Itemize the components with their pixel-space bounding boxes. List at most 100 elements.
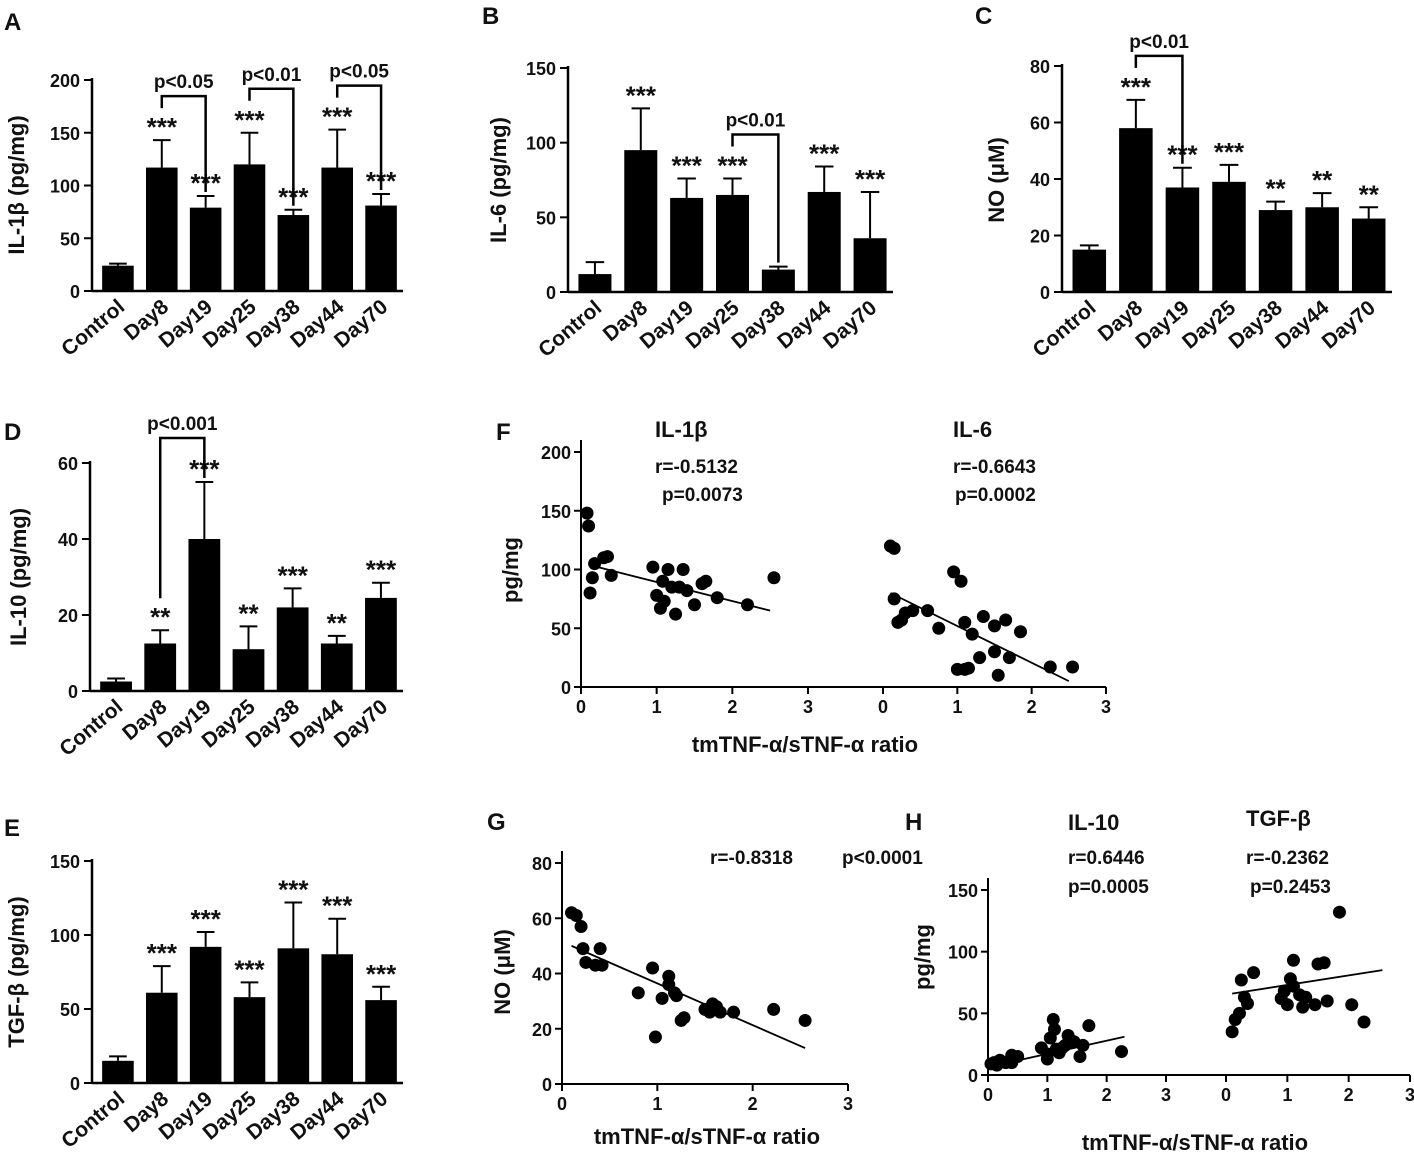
correlation-p: p=0.0005: [1068, 877, 1149, 898]
panel-f: F 0 50 100 150 200 pg/mg 0 1 2 3 IL-1β r=-0.5132 p=0.…: [496, 417, 1111, 757]
bar: [321, 167, 354, 291]
significance-label: **: [327, 608, 348, 638]
data-point: [646, 560, 660, 574]
significance-label: **: [238, 598, 259, 628]
significance-label: ***: [626, 80, 657, 110]
x-tick-label: Control: [55, 695, 127, 761]
y-tick-label: 200: [50, 71, 80, 91]
data-point: [661, 563, 675, 576]
significance-label: ***: [366, 555, 397, 585]
bar: [321, 954, 354, 1083]
data-point: [1280, 998, 1294, 1012]
correlation-p: p=0.2453: [1250, 877, 1331, 898]
data-point: [1115, 1045, 1128, 1059]
bar: [276, 607, 309, 691]
comparison-label: p<0.05: [154, 72, 214, 93]
data-point: [932, 621, 946, 635]
correlation-r: r=-0.8318: [710, 848, 793, 869]
comparison-bracket: [158, 436, 206, 599]
regression-line: [571, 945, 806, 1049]
data-point: [961, 661, 975, 675]
x-tick-label: 1: [652, 697, 662, 717]
x-tick-label: 0: [878, 697, 888, 717]
data-point: [680, 584, 694, 598]
significance-label: ***: [322, 891, 353, 921]
y-tick-label: 150: [948, 881, 978, 901]
y-tick-label: 100: [50, 926, 80, 946]
panel-label: G: [487, 809, 506, 836]
bar: [188, 539, 221, 691]
y-tick-label: 0: [968, 1066, 978, 1086]
correlation-r: r=-0.6643: [953, 457, 1036, 478]
data-point: [1320, 994, 1334, 1008]
data-point: [1046, 1013, 1060, 1026]
significance-label: ***: [1214, 137, 1245, 167]
data-point: [1234, 973, 1248, 987]
y-tick-label: 0: [1040, 283, 1050, 303]
data-point: [973, 651, 987, 665]
data-point: [1240, 996, 1254, 1010]
x-tick-label: 0: [576, 697, 586, 717]
y-axis-label: IL-10 (pg/mg): [6, 508, 31, 646]
series-name: IL-1β: [655, 417, 708, 442]
bar: [365, 597, 397, 691]
regression-line: [890, 592, 1070, 682]
y-tick-label: 20: [1030, 227, 1050, 247]
data-point: [1066, 660, 1080, 674]
data-point: [574, 920, 588, 934]
significance-label: ***: [190, 904, 221, 934]
data-point: [595, 958, 609, 972]
data-point: [576, 942, 590, 956]
data-point: [699, 574, 713, 588]
significance-label: ***: [234, 105, 265, 135]
significance-label: **: [1265, 174, 1286, 204]
data-point: [1286, 953, 1300, 967]
data-point: [585, 571, 599, 585]
data-point: [1073, 1050, 1087, 1063]
y-tick-label: 50: [60, 229, 80, 249]
panel-label: E: [4, 815, 20, 842]
panel-h: H 0 50 100 150 pg/mg 0 1 2 3 IL-10 r=0.6446 p=0.0005…: [905, 806, 1414, 1155]
data-point: [740, 598, 754, 612]
data-point: [582, 519, 596, 533]
bar: [1305, 207, 1339, 292]
significance-label: ***: [717, 151, 748, 181]
bar: [102, 265, 134, 291]
y-axis-label: IL-1β (pg/mg): [4, 115, 29, 254]
y-axis-label: NO (μM): [984, 137, 1009, 223]
bar: [761, 269, 795, 292]
y-tick-label: 20: [532, 1020, 552, 1040]
significance-label: ***: [277, 560, 308, 590]
data-point: [921, 604, 935, 618]
y-axis-label: TGF-β (pg/mg): [4, 896, 29, 1048]
bar: [670, 197, 704, 292]
y-tick-label: 50: [60, 1000, 80, 1020]
data-point: [906, 604, 920, 618]
data-point: [1014, 625, 1028, 639]
bar: [320, 643, 353, 691]
data-point: [1296, 1000, 1310, 1014]
y-tick-label: 200: [541, 443, 571, 463]
correlation-p: p<0.0001: [842, 848, 923, 869]
significance-label: ***: [278, 874, 309, 904]
x-tick-label: Control: [57, 1087, 129, 1153]
data-point: [1317, 956, 1331, 970]
comparison-label: p<0.001: [147, 414, 218, 435]
data-point: [798, 1013, 812, 1027]
data-point: [713, 1005, 727, 1019]
comparison-bracket: [248, 87, 295, 206]
data-point: [947, 565, 961, 579]
panel-label: A: [4, 9, 21, 36]
bar: [145, 167, 178, 291]
significance-label: **: [1312, 165, 1333, 195]
significance-label: ***: [855, 164, 886, 194]
y-tick-label: 0: [542, 1075, 552, 1095]
panel-label: B: [482, 3, 499, 30]
y-tick-label: 50: [958, 1004, 978, 1024]
x-tick-label: 3: [1405, 1085, 1414, 1105]
bar: [233, 997, 266, 1083]
data-point: [1345, 998, 1359, 1012]
y-tick-label: 80: [1030, 57, 1050, 77]
